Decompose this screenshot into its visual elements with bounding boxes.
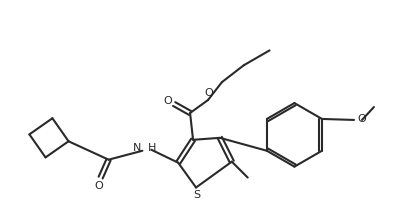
Text: H: H [148, 143, 157, 153]
Text: O: O [357, 114, 366, 124]
Text: O: O [205, 88, 213, 98]
Text: O: O [164, 96, 173, 106]
Text: N: N [133, 143, 141, 153]
Text: S: S [194, 191, 200, 200]
Text: O: O [94, 181, 103, 191]
